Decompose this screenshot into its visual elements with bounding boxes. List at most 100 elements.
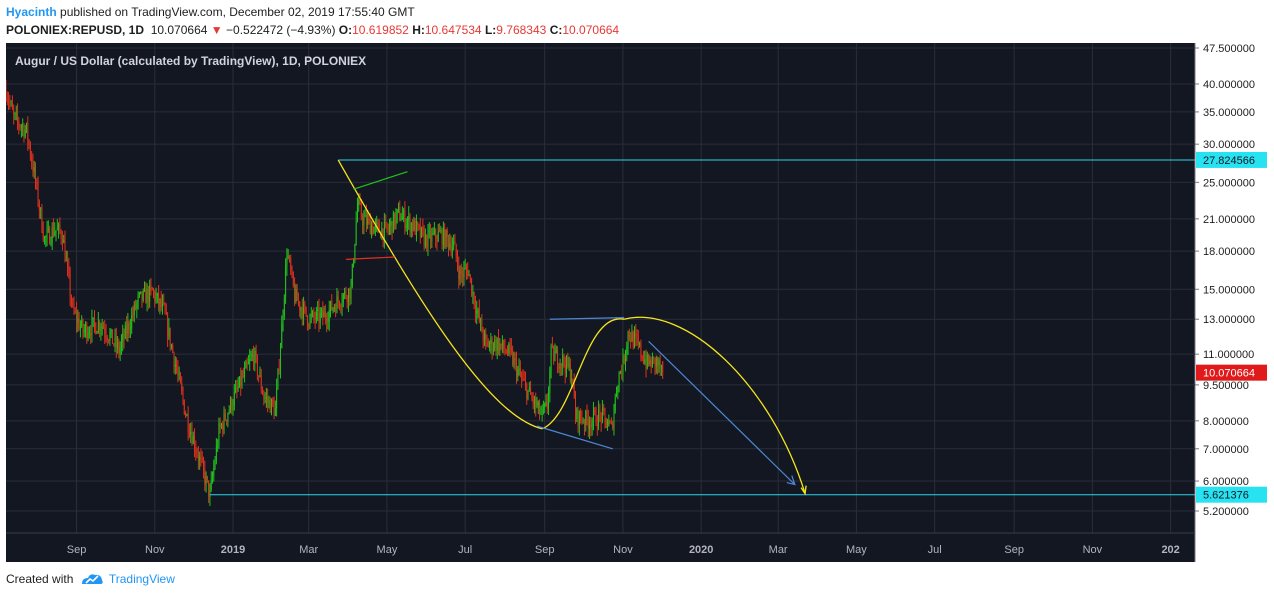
wedge-bottom-line[interactable] [536,425,613,450]
candle [549,366,551,403]
candle [517,365,519,382]
candle [110,328,112,339]
upper-trend-line[interactable] [353,171,408,190]
projected-arc[interactable] [624,316,806,494]
candle-body [541,408,543,414]
candle-body [285,265,287,298]
x-tick-label: Sep [535,544,555,556]
candle-body [22,125,24,127]
candle-body [287,256,289,258]
candle [186,413,188,417]
chart-area[interactable]: 47.500000 40.000000 35.000000 30.000000 25.0… [5,43,1268,562]
author-link[interactable]: Hyacinth [6,5,57,19]
candle-body [241,375,243,387]
candle [6,91,8,106]
candle-body [403,210,405,216]
candle [456,249,458,272]
candle [259,366,261,378]
candle-body [505,350,507,354]
candle-body [395,214,397,226]
candle [645,349,647,378]
candle [435,228,437,248]
candle-body [653,357,655,358]
candle-body [546,401,548,409]
candle [544,402,546,413]
tradingview-brand-link[interactable]: TradingView [108,572,175,586]
candle [459,265,461,286]
candle-body [312,311,313,315]
candle-body [264,397,266,399]
candle [421,226,423,239]
candle [505,348,507,355]
candle [472,284,474,304]
candlestick-chart[interactable]: 47.500000 40.000000 35.000000 30.000000 25.0… [5,43,1268,562]
falling-arc[interactable] [337,159,543,430]
price-axis[interactable]: 47.500000 40.000000 35.000000 30.000000 25.0… [1195,43,1267,518]
candle [205,471,207,493]
candle-body [427,230,429,248]
candle-body [296,289,298,301]
candle-body [418,224,420,226]
candle-body [192,436,194,444]
candle [368,214,370,225]
time-axis[interactable]: Sep Nov 2019 Mar May Jul Sep Nov 2020 Mar May Jul Se… [6,532,1195,556]
candle [286,248,288,276]
projection-arrow[interactable] [648,340,796,485]
candle-body [308,325,310,327]
candle [376,215,378,232]
candle-body [501,339,503,346]
candle-body [609,421,611,423]
candle [389,218,391,236]
candle [383,212,385,249]
candle-body [164,303,166,314]
candle [355,211,357,246]
candle-body [153,290,154,293]
candle-body [503,339,505,349]
candle [50,236,52,247]
rising-arc[interactable] [541,318,625,430]
candle [573,373,575,399]
candle-body [289,256,290,259]
candle [96,330,98,334]
lower-trend-line[interactable] [345,256,395,261]
candle [344,287,346,300]
candle [445,229,447,250]
candle [236,379,238,399]
candle-body [171,345,172,347]
candle [181,376,183,396]
candle [328,300,330,332]
candle [449,233,451,251]
candle-body [603,408,605,411]
candle-body [212,476,213,480]
candle [151,286,153,291]
candle-body [396,209,398,215]
candle-body [404,210,406,228]
candle-body [346,297,348,302]
candle-body [358,200,360,205]
candle-body [72,303,74,305]
candle [228,405,230,415]
candle [345,286,347,300]
candles [5,79,664,506]
candle-body [350,285,352,299]
support-level-label-background [1196,486,1267,503]
candle-body [487,341,489,348]
candle [354,243,356,264]
candle-body [332,307,334,311]
candle [164,302,166,315]
candle-body [213,467,215,477]
candle [610,417,612,425]
candle [585,409,587,432]
candle-body [45,236,47,238]
close-value: 10.070664 [562,23,620,37]
candle-body [400,219,402,221]
candle-body [441,230,443,245]
candle [309,313,311,330]
candle [553,345,555,365]
candle-body [582,421,584,423]
candle [155,287,157,304]
candle-body [69,274,71,297]
candle [213,459,215,482]
grid [6,43,1195,533]
wedge-top-line[interactable] [549,317,625,320]
